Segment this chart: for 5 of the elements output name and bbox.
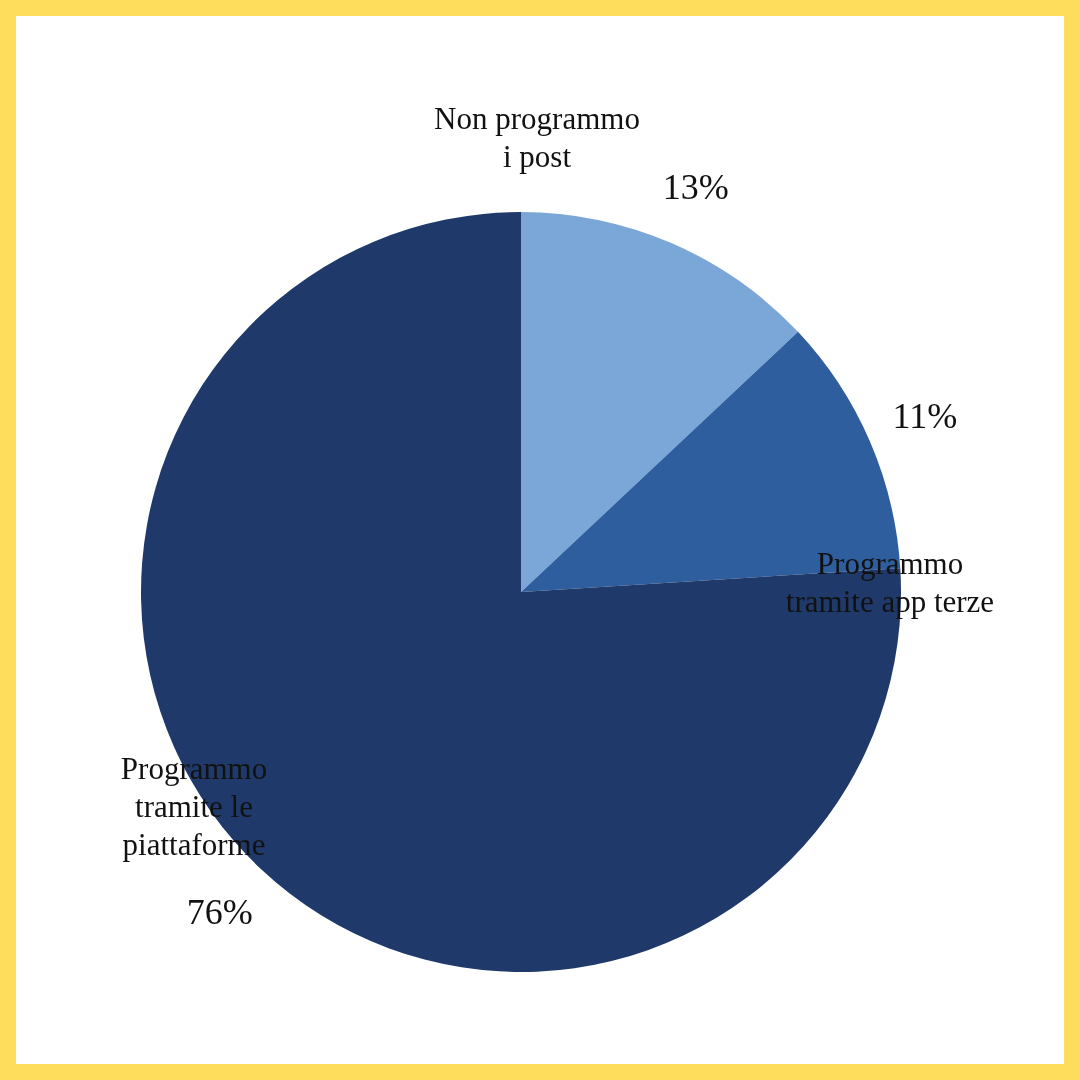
pie-slice [521, 212, 799, 592]
data-label: 76% [186, 891, 253, 932]
slice-label: Non programmo i post [434, 101, 640, 174]
data-label: 13% [662, 167, 729, 208]
data-label: 11% [892, 396, 958, 437]
